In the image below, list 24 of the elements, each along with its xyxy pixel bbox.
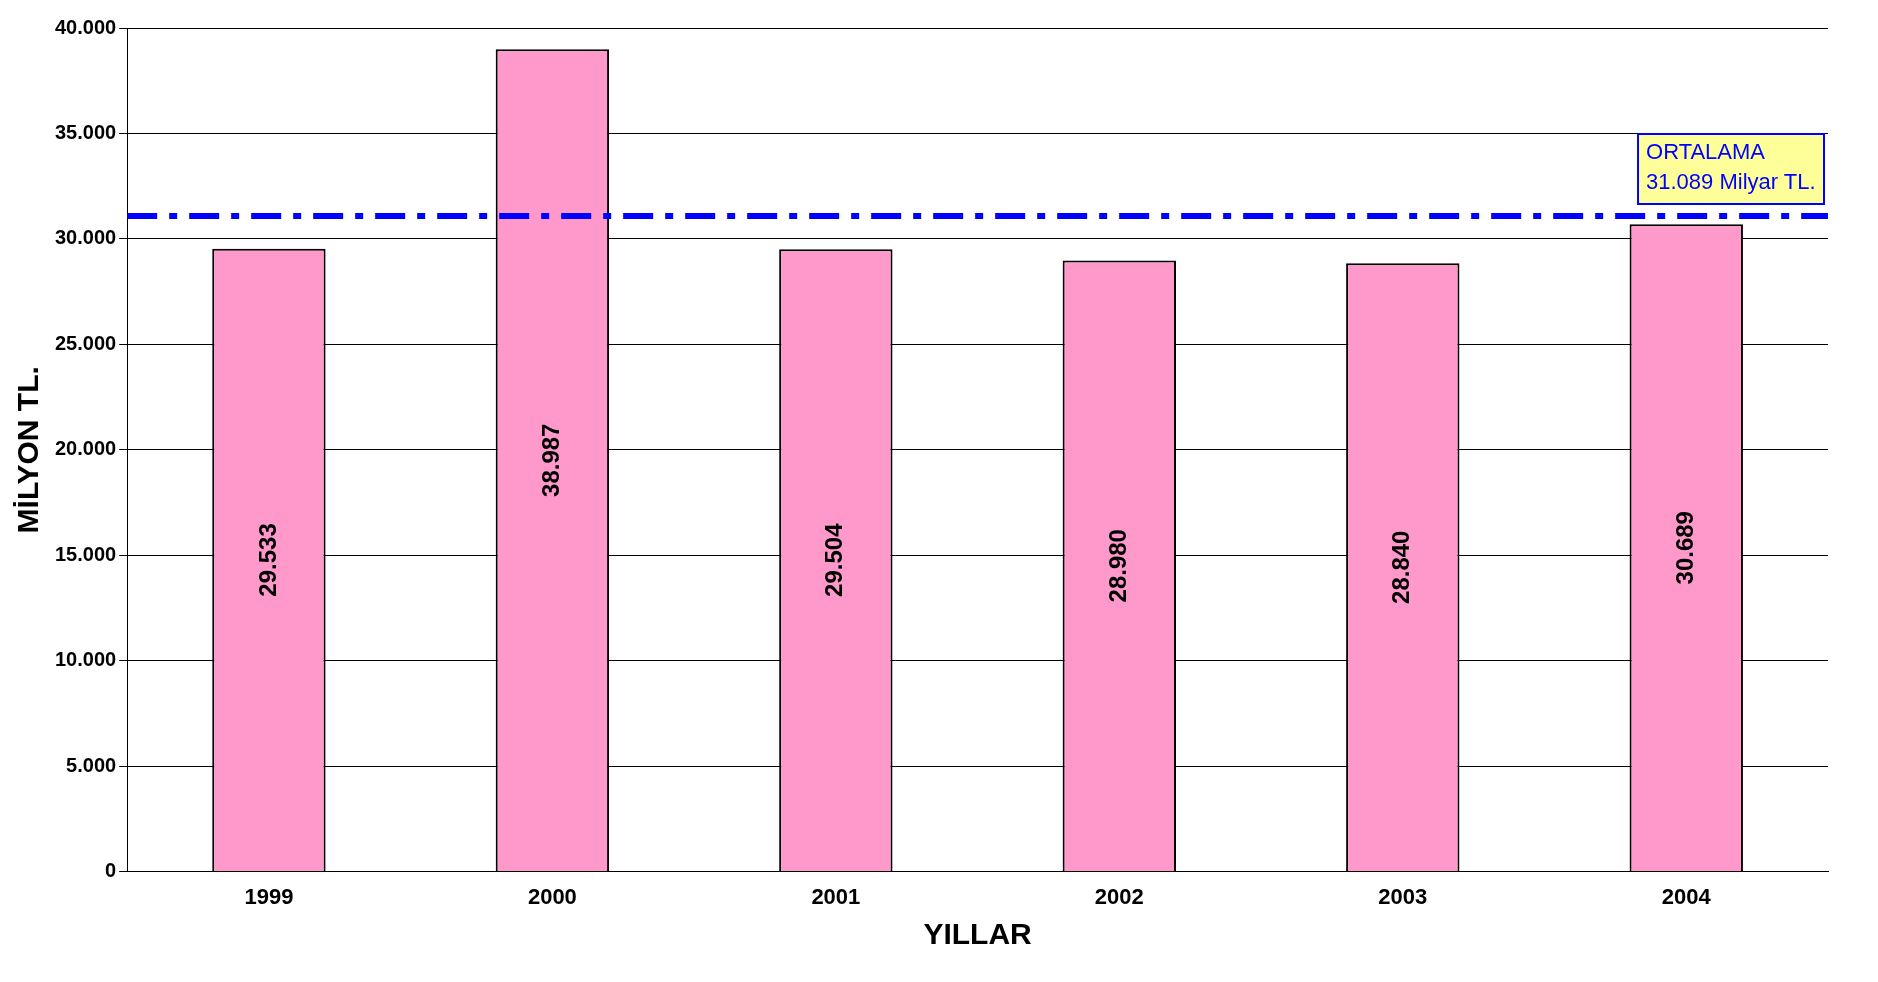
data-label: 38.987 xyxy=(537,423,564,497)
data-label: 28.840 xyxy=(1387,530,1415,604)
y-tick-label: 0 xyxy=(105,859,117,882)
y-tick-label: 40.000 xyxy=(55,15,117,38)
y-tick-label: 30.000 xyxy=(55,226,117,249)
x-tick-label: 2002 xyxy=(1094,883,1144,909)
x-tick-label: 2003 xyxy=(1378,883,1428,909)
y-tick-label: 20.000 xyxy=(55,437,117,460)
x-tick-label: 2001 xyxy=(811,883,861,909)
data-label: 30.689 xyxy=(1670,511,1698,585)
ref-line-label: ORTALAMA 31.089 Milyar TL. xyxy=(1646,139,1816,194)
y-tick-label: 25.000 xyxy=(55,331,117,354)
y-axis-title: MİLYON TL. xyxy=(11,366,45,534)
y-tick-label: 15.000 xyxy=(55,542,117,565)
y-tick-label: 35.000 xyxy=(55,120,117,143)
x-tick-label: 1999 xyxy=(244,883,294,909)
x-tick-label: 2004 xyxy=(1661,883,1712,909)
x-tick-label: 2000 xyxy=(527,883,577,909)
data-label: 29.504 xyxy=(820,522,848,597)
data-label: 29.533 xyxy=(253,523,281,597)
data-label: 28.980 xyxy=(1103,529,1131,603)
y-tick-label: 10.000 xyxy=(55,648,117,671)
x-axis-title: YILLAR xyxy=(923,917,1033,951)
y-tick-label: 5.000 xyxy=(66,753,117,776)
